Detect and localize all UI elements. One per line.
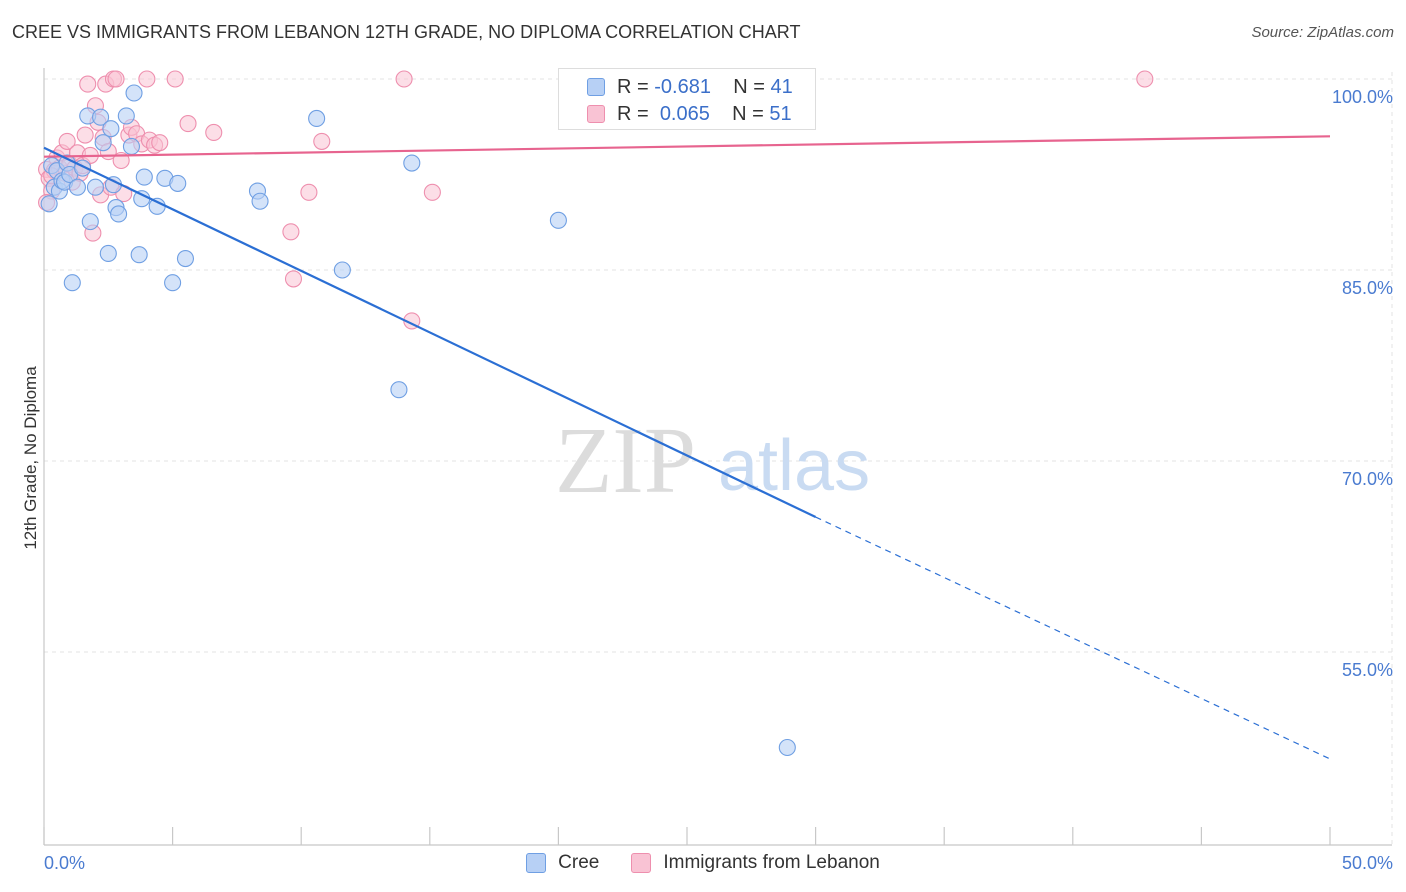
cree-point: [68, 178, 86, 196]
lebanon-point: [1136, 70, 1154, 88]
cree-legend-swatch: [526, 853, 547, 873]
cree-point: [81, 213, 99, 231]
lebanon-point: [284, 270, 303, 288]
cree-point: [102, 120, 120, 138]
lebanon-point: [179, 115, 197, 133]
series-legend: Cree Immigrants from Lebanon: [0, 852, 1406, 874]
cree-point: [403, 154, 421, 172]
watermark-zip: ZIP: [555, 409, 696, 513]
cree-point: [251, 192, 269, 210]
cree-point: [133, 190, 151, 208]
legend-row-lebanon: R = 0.065 N = 51: [587, 103, 792, 125]
lebanon-point: [79, 75, 97, 93]
lebanon-point: [205, 123, 223, 142]
cree-swatch: [587, 78, 605, 96]
cree-point: [135, 168, 153, 186]
legend-n-value-cree: 41: [770, 75, 793, 98]
lebanon-point: [151, 134, 169, 152]
cree-point: [308, 109, 326, 128]
chart-title: CREE VS IMMIGRANTS FROM LEBANON 12TH GRA…: [12, 22, 801, 42]
cree-trend-extension: [815, 516, 1331, 760]
lebanon-point: [166, 70, 184, 88]
cree-point: [333, 261, 351, 279]
y-tick-label: 70.0%: [1342, 469, 1393, 489]
cree-point: [125, 84, 143, 102]
lebanon-legend-swatch: [631, 853, 652, 873]
legend-row-cree: R = -0.681 N = 41: [587, 76, 793, 98]
y-tick-label: 85.0%: [1342, 278, 1393, 298]
cree-point: [99, 244, 117, 262]
cree-point: [86, 178, 104, 196]
legend-n-label: N =: [732, 102, 764, 125]
legend-item-cree: Cree: [526, 852, 599, 874]
cree-point: [549, 211, 567, 229]
lebanon-point: [423, 183, 441, 201]
x-tick-label-right: 50.0%: [1342, 853, 1393, 873]
cree-point: [92, 108, 110, 126]
cree-point: [117, 107, 135, 125]
correlation-legend: R = -0.681 N = 41 R = 0.065 N = 51: [558, 68, 816, 130]
cree-point: [169, 174, 187, 192]
legend-r-label: R =: [617, 102, 649, 125]
cree-point: [63, 274, 81, 292]
legend-n-label: N =: [733, 75, 765, 98]
lebanon-point: [107, 70, 125, 88]
cree-trend-line: [43, 146, 817, 519]
x-tick-label-left: 0.0%: [44, 853, 85, 873]
cree-point: [40, 195, 58, 213]
legend-n-value-lebanon: 51: [769, 102, 792, 125]
watermark-atlas: atlas: [718, 426, 870, 506]
lebanon-trend-line: [43, 135, 1331, 158]
legend-label-lebanon: Immigrants from Lebanon: [663, 852, 880, 873]
cree-point: [164, 274, 182, 292]
chart-source: Source: ZipAtlas.com: [1251, 24, 1394, 41]
cree-point: [390, 381, 408, 399]
lebanon-point: [58, 132, 76, 150]
lebanon-swatch: [587, 105, 605, 123]
series-cree-points: [40, 84, 796, 757]
cree-point: [94, 134, 112, 152]
legend-label-cree: Cree: [558, 852, 600, 873]
y-tick-label: 100.0%: [1332, 87, 1393, 107]
lebanon-point: [313, 132, 331, 150]
cree-point: [176, 249, 195, 268]
lebanon-point: [76, 126, 94, 144]
trend-lines: [43, 135, 1331, 760]
axes: [43, 68, 1392, 846]
cree-point: [110, 205, 128, 223]
cree-point: [122, 137, 140, 156]
y-tick-label: 55.0%: [1342, 660, 1393, 680]
legend-r-value-cree: -0.681: [654, 75, 711, 98]
cree-point: [130, 246, 148, 264]
legend-item-lebanon: Immigrants from Lebanon: [631, 852, 880, 874]
legend-r-label: R =: [617, 75, 649, 98]
cree-point: [778, 738, 796, 757]
lebanon-point: [282, 223, 300, 241]
y-axis-label: 12th Grade, No Diploma: [21, 366, 40, 550]
legend-r-value-lebanon: 0.065: [659, 102, 710, 125]
lebanon-point: [395, 70, 413, 88]
lebanon-point: [300, 183, 318, 201]
y-tick-labels: 100.0% 85.0% 70.0% 55.0%: [1332, 87, 1393, 680]
lebanon-point: [138, 70, 156, 88]
